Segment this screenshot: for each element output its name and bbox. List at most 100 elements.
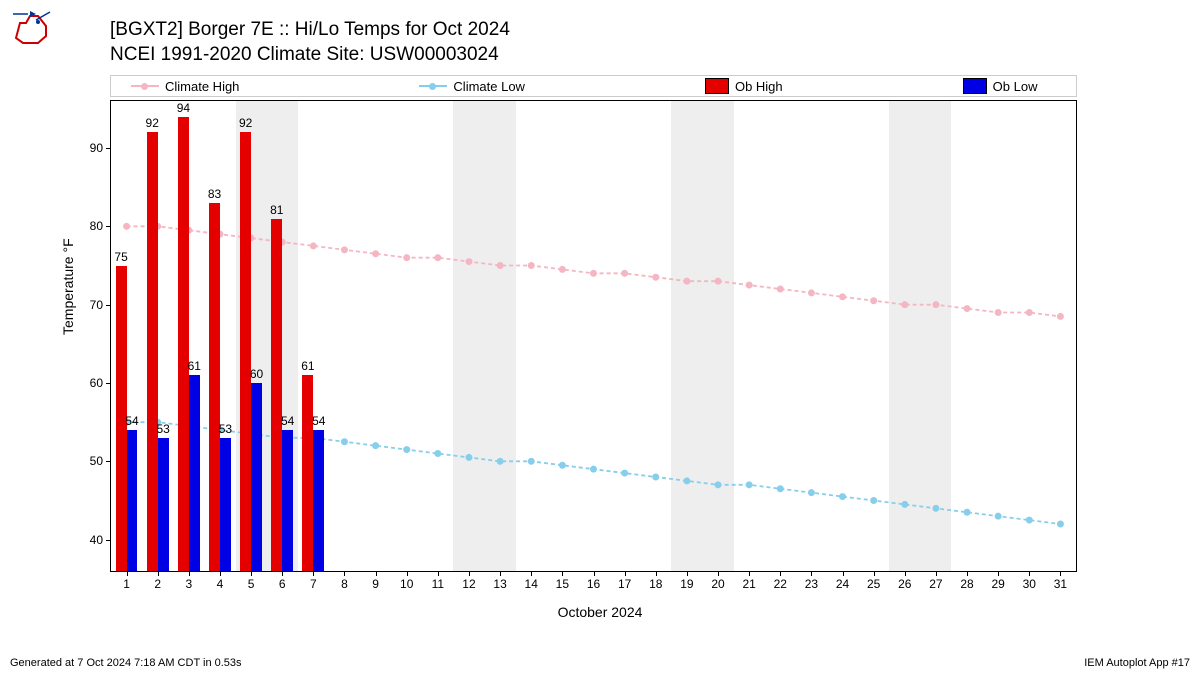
climate-low-marker <box>808 489 815 496</box>
iem-logo-icon <box>8 8 58 48</box>
climate-high-marker <box>1026 309 1033 316</box>
climate-low-marker <box>839 493 846 500</box>
climate-low-marker <box>559 462 566 469</box>
x-tick-mark <box>905 571 906 576</box>
x-tick-mark <box>344 571 345 576</box>
x-tick-mark <box>1060 571 1061 576</box>
y-axis-label: Temperature °F <box>60 238 76 335</box>
ob-high-bar <box>271 219 282 572</box>
climate-low-marker <box>1026 517 1033 524</box>
x-tick-mark <box>407 571 408 576</box>
climate-high-marker <box>808 289 815 296</box>
legend-item-climate-high: Climate High <box>131 79 239 94</box>
climate-high-marker <box>341 246 348 253</box>
x-tick-mark <box>936 571 937 576</box>
x-tick-mark <box>749 571 750 576</box>
x-tick-mark <box>469 571 470 576</box>
climate-high-marker <box>590 270 597 277</box>
x-tick-mark <box>500 571 501 576</box>
climate-low-marker <box>528 458 535 465</box>
climate-high-marker <box>528 262 535 269</box>
legend-item-ob-low: Ob Low <box>963 78 1038 94</box>
footer-generated-text: Generated at 7 Oct 2024 7:18 AM CDT in 0… <box>10 657 242 669</box>
climate-low-marker <box>465 454 472 461</box>
x-tick-mark <box>780 571 781 576</box>
climate-low-marker <box>403 446 410 453</box>
ob-high-bar-label: 75 <box>114 250 127 264</box>
ob-low-bar-label: 54 <box>281 414 294 428</box>
climate-high-marker <box>870 297 877 304</box>
x-axis-label: October 2024 <box>500 604 700 620</box>
chart-title: [BGXT2] Borger 7E :: Hi/Lo Temps for Oct… <box>110 18 510 67</box>
x-tick-mark <box>562 571 563 576</box>
chart-plot-area: 4050607080901234567891011121314151617181… <box>110 100 1077 572</box>
climate-high-marker <box>715 278 722 285</box>
ob-low-bar <box>313 430 324 571</box>
x-tick-mark <box>189 571 190 576</box>
legend-label-ob-low: Ob Low <box>993 79 1038 94</box>
climate-high-marker <box>964 305 971 312</box>
x-tick-mark <box>998 571 999 576</box>
x-tick-mark <box>313 571 314 576</box>
ob-high-bar <box>302 375 313 571</box>
legend-item-ob-high: Ob High <box>705 78 783 94</box>
legend-label-climate-low: Climate Low <box>453 79 525 94</box>
x-tick-mark <box>1029 571 1030 576</box>
climate-high-marker <box>372 250 379 257</box>
x-tick-mark <box>811 571 812 576</box>
ob-high-bar <box>147 132 158 571</box>
climate-low-marker <box>715 481 722 488</box>
ob-low-bar <box>251 383 262 571</box>
climate-low-marker <box>777 485 784 492</box>
climate-low-line <box>127 422 1061 524</box>
x-tick-mark <box>656 571 657 576</box>
ob-high-bar <box>209 203 220 571</box>
climate-high-marker <box>652 274 659 281</box>
x-tick-mark <box>158 571 159 576</box>
y-tick-mark <box>106 226 111 227</box>
climate-high-marker <box>403 254 410 261</box>
ob-high-bar-label: 81 <box>270 203 283 217</box>
x-tick-mark <box>127 571 128 576</box>
x-tick-mark <box>594 571 595 576</box>
ob-low-bar-label: 53 <box>219 422 232 436</box>
title-line-1: [BGXT2] Borger 7E :: Hi/Lo Temps for Oct… <box>110 18 510 43</box>
x-tick-mark <box>282 571 283 576</box>
legend-label-ob-high: Ob High <box>735 79 783 94</box>
climate-low-marker <box>870 497 877 504</box>
x-tick-mark <box>531 571 532 576</box>
y-tick-mark <box>106 540 111 541</box>
ob-high-bar-label: 61 <box>301 359 314 373</box>
x-tick-mark <box>376 571 377 576</box>
title-line-2: NCEI 1991-2020 Climate Site: USW00003024 <box>110 43 510 68</box>
legend-marker-ob-high <box>705 78 729 94</box>
ob-low-bar <box>158 438 169 571</box>
y-tick-mark <box>106 461 111 462</box>
climate-high-marker <box>465 258 472 265</box>
climate-high-marker <box>497 262 504 269</box>
y-tick-mark <box>106 305 111 306</box>
legend-marker-ob-low <box>963 78 987 94</box>
legend: Climate High Climate Low Ob High Ob Low <box>110 75 1077 97</box>
climate-high-marker <box>932 301 939 308</box>
ob-low-bar-label: 53 <box>156 422 169 436</box>
climate-low-marker <box>683 477 690 484</box>
climate-high-marker <box>839 293 846 300</box>
climate-low-marker <box>746 481 753 488</box>
legend-label-climate-high: Climate High <box>165 79 239 94</box>
climate-low-marker <box>497 458 504 465</box>
ob-low-bar <box>127 430 138 571</box>
ob-high-bar-label: 83 <box>208 187 221 201</box>
ob-high-bar-label: 92 <box>146 116 159 130</box>
ob-low-bar <box>220 438 231 571</box>
x-tick-mark <box>687 571 688 576</box>
climate-low-marker <box>932 505 939 512</box>
x-tick-mark <box>718 571 719 576</box>
climate-low-marker <box>964 509 971 516</box>
ob-low-bar <box>282 430 293 571</box>
ob-low-bar-label: 61 <box>188 359 201 373</box>
climate-high-marker <box>683 278 690 285</box>
x-tick-mark <box>220 571 221 576</box>
climate-high-marker <box>559 266 566 273</box>
x-tick-mark <box>874 571 875 576</box>
